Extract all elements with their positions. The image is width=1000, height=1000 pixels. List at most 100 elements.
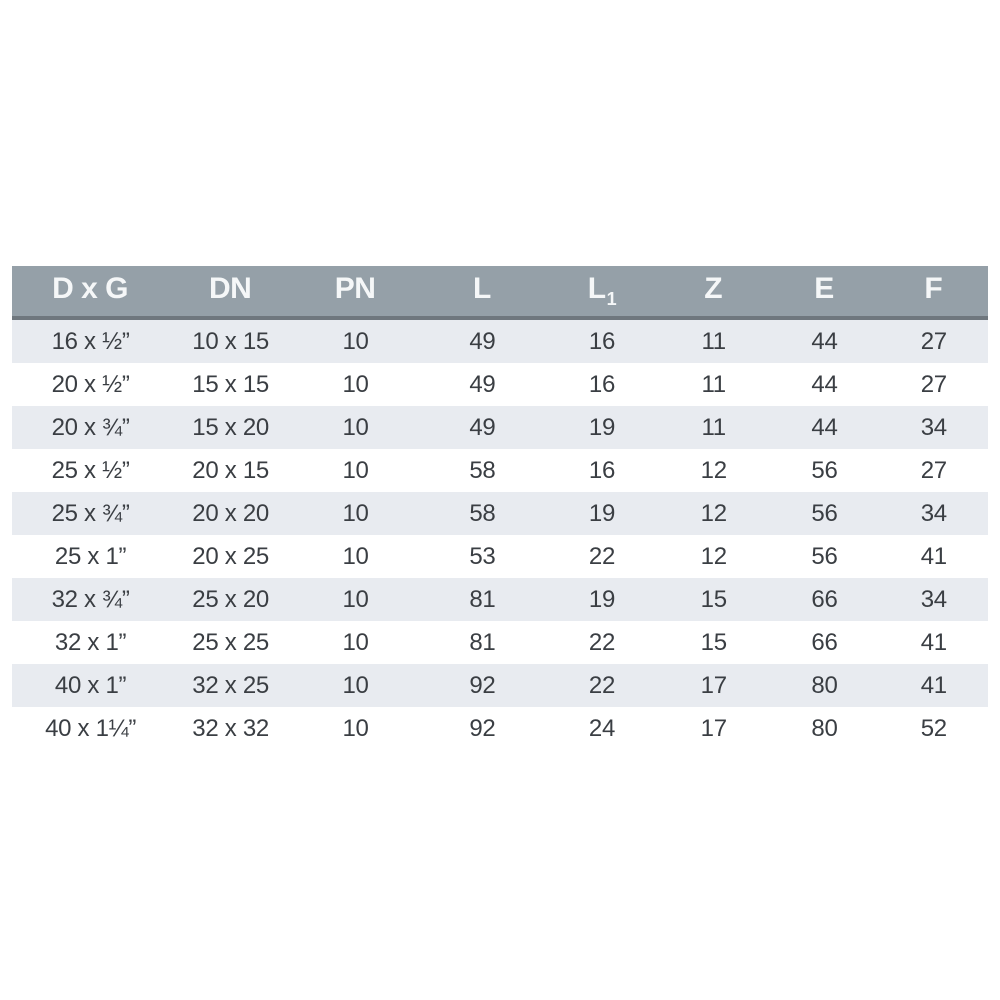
table-cell: 16 x ½” [12,318,170,363]
table-cell: 53 [418,535,546,578]
table-cell: 41 [879,535,988,578]
table-cell: 92 [418,707,546,750]
table-cell: 52 [879,707,988,750]
table-cell: 27 [879,449,988,492]
table-cell: 15 [658,578,770,621]
table-cell: 20 x 20 [169,492,293,535]
table-row: 25 x ½” 20 x 15 10 58 16 12 56 27 [12,449,988,492]
table-cell: 66 [769,578,880,621]
table-cell: 34 [879,492,988,535]
column-header-f: F [879,266,988,320]
table-cell: 25 x 20 [169,578,293,621]
table-cell: 16 [545,449,659,492]
table-cell: 25 x ½” [12,449,170,492]
column-header-sub: 1 [606,289,617,309]
column-header-l: L [418,266,546,320]
table-cell: 81 [418,621,546,664]
table-header-row: D x G DN PN L L1 Z E F [12,266,988,320]
table-body: 16 x ½” 10 x 15 10 49 16 11 44 27 20 x ½… [12,318,988,750]
table-cell: 20 x ¾” [12,406,170,449]
table-row: 40 x 1¼” 32 x 32 10 92 24 17 80 52 [12,707,988,750]
dimension-spec-table: D x G DN PN L L1 Z E F 16 x ½” 10 x 15 1… [12,266,988,750]
column-header-dxg: D x G [12,266,170,320]
table-cell: 10 [292,449,419,492]
table-cell: 25 x 1” [12,535,170,578]
table-cell: 12 [658,535,770,578]
table-cell: 25 x ¾” [12,492,170,535]
column-header-z: Z [658,266,770,320]
table-header: D x G DN PN L L1 Z E F [12,266,988,320]
table-cell: 32 x 25 [169,664,293,707]
table-row: 32 x 1” 25 x 25 10 81 22 15 66 41 [12,621,988,664]
table-cell: 11 [658,363,770,406]
table-cell: 27 [879,363,988,406]
table-cell: 58 [418,492,546,535]
table-cell: 19 [545,492,659,535]
table-cell: 34 [879,406,988,449]
table-cell: 32 x ¾” [12,578,170,621]
table-cell: 44 [769,406,880,449]
table-cell: 22 [545,535,659,578]
table-cell: 49 [418,363,546,406]
table-cell: 11 [658,318,770,363]
table-cell: 10 [292,664,419,707]
table-cell: 32 x 32 [169,707,293,750]
table-cell: 56 [769,492,880,535]
table-cell: 20 x 25 [169,535,293,578]
table-cell: 25 x 25 [169,621,293,664]
table-cell: 10 [292,621,419,664]
column-header-l1: L1 [545,266,659,320]
table-cell: 56 [769,535,880,578]
table-cell: 40 x 1¼” [12,707,170,750]
column-header-pn: PN [292,266,419,320]
table-cell: 41 [879,621,988,664]
table-cell: 20 x ½” [12,363,170,406]
table-cell: 41 [879,664,988,707]
table-cell: 20 x 15 [169,449,293,492]
table-cell: 10 [292,318,419,363]
table-cell: 10 [292,578,419,621]
table-cell: 12 [658,492,770,535]
table-cell: 12 [658,449,770,492]
table-cell: 44 [769,363,880,406]
table-row: 32 x ¾” 25 x 20 10 81 19 15 66 34 [12,578,988,621]
table-cell: 58 [418,449,546,492]
table-row: 25 x 1” 20 x 25 10 53 22 12 56 41 [12,535,988,578]
table-cell: 66 [769,621,880,664]
table-cell: 10 [292,492,419,535]
table-cell: 11 [658,406,770,449]
table-cell: 10 x 15 [169,318,293,363]
table-cell: 92 [418,664,546,707]
table-cell: 80 [769,707,880,750]
table-cell: 81 [418,578,546,621]
table-cell: 10 [292,406,419,449]
table-cell: 10 [292,707,419,750]
table-cell: 15 [658,621,770,664]
table-cell: 49 [418,318,546,363]
table-cell: 44 [769,318,880,363]
column-header-dn: DN [169,266,293,320]
table-cell: 32 x 1” [12,621,170,664]
table-row: 20 x ¾” 15 x 20 10 49 19 11 44 34 [12,406,988,449]
column-header-e: E [769,266,880,320]
table-cell: 16 [545,318,659,363]
table-cell: 19 [545,406,659,449]
table-cell: 10 [292,363,419,406]
table-cell: 15 x 15 [169,363,293,406]
table-cell: 34 [879,578,988,621]
table-cell: 40 x 1” [12,664,170,707]
table-cell: 80 [769,664,880,707]
table-row: 25 x ¾” 20 x 20 10 58 19 12 56 34 [12,492,988,535]
table-row: 40 x 1” 32 x 25 10 92 22 17 80 41 [12,664,988,707]
table-cell: 49 [418,406,546,449]
table-cell: 15 x 20 [169,406,293,449]
table-cell: 22 [545,621,659,664]
table-cell: 16 [545,363,659,406]
table-cell: 17 [658,664,770,707]
table-cell: 10 [292,535,419,578]
table-row: 20 x ½” 15 x 15 10 49 16 11 44 27 [12,363,988,406]
table-cell: 17 [658,707,770,750]
table-cell: 22 [545,664,659,707]
table-row: 16 x ½” 10 x 15 10 49 16 11 44 27 [12,318,988,363]
